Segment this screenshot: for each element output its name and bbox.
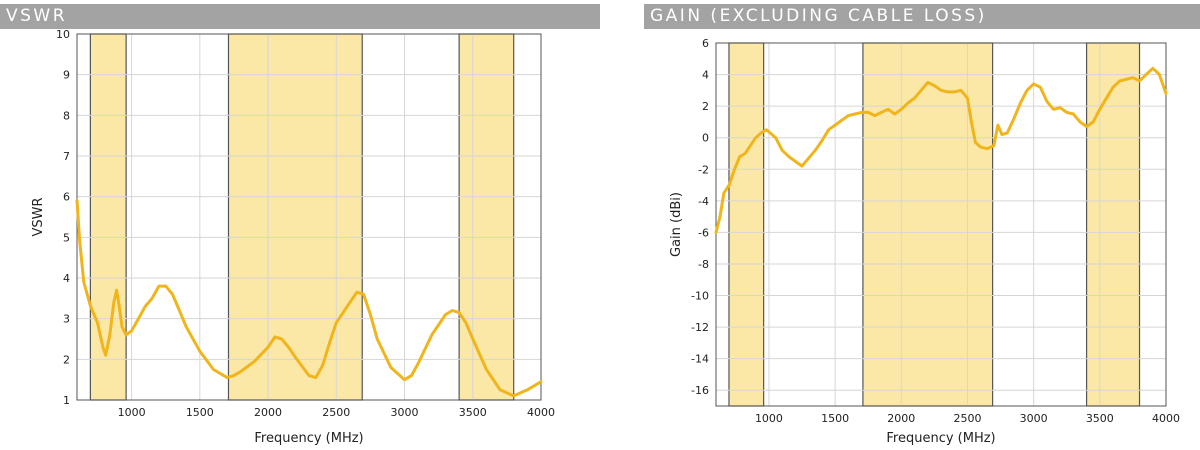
gain-y-tick-label: -4 (698, 195, 709, 208)
gain-y-tick-label: -8 (698, 258, 709, 271)
vswr-x-tick-label: 1500 (186, 406, 214, 419)
vswr-chart: 1000 1500 2000 2500 3000 3500 4000 1 2 3 4 5 6 7 8 9 10 F… (31, 28, 555, 446)
vswr-y-tick-label: 7 (63, 150, 70, 163)
gain-header: GAIN (EXCLUDING CABLE LOSS) (644, 4, 1200, 29)
gain-y-tick-label: -10 (691, 290, 709, 303)
vswr-band-3 (458, 33, 515, 401)
gain-chart: 1000 1500 2000 2500 3000 3500 4000 6 4 2 0 -2 -4 -6 -8… (669, 37, 1180, 446)
vswr-x-tick-label: 3000 (391, 406, 419, 419)
gain-band-3 (1085, 42, 1141, 407)
gain-y-axis-label: Gain (dBi) (669, 192, 684, 257)
gain-x-tick-label: 3000 (1020, 412, 1048, 425)
gain-y-tick-label: 4 (702, 69, 709, 82)
gain-y-tick-label: -14 (691, 353, 709, 366)
gain-x-tick-label: 2000 (887, 412, 915, 425)
vswr-y-tick-label: 2 (63, 353, 70, 366)
gain-y-tick-label: -12 (691, 321, 709, 334)
vswr-x-tick-label: 3500 (459, 406, 487, 419)
gain-x-tick-label: 1000 (755, 412, 783, 425)
gain-plot-border (715, 42, 1167, 407)
vswr-y-tick-label: 8 (63, 109, 70, 122)
gain-x-tick-label: 4000 (1152, 412, 1180, 425)
gain-y-tick-label: -2 (698, 163, 709, 176)
vswr-series-line (75, 199, 543, 398)
gain-y-tick-label: -16 (691, 384, 709, 397)
gain-y-tick-label: 2 (702, 100, 709, 113)
vswr-x-axis-label: Frequency (MHz) (254, 431, 363, 446)
gain-y-tick-label: 6 (702, 37, 709, 50)
gain-y-tick-label: 0 (702, 132, 709, 145)
vswr-y-axis-label: VSWR (31, 197, 46, 236)
gain-panel: GAIN (EXCLUDING CABLE LOSS) 1000 1500 2000… (644, 0, 1200, 450)
vswr-panel: VSWR 1000 1500 2000 2500 3000 3500 4000 1 2 3 4 5 6 7… (0, 4, 600, 446)
vswr-y-tick-label: 5 (63, 231, 70, 244)
vswr-x-tick-label: 1000 (118, 406, 146, 419)
vswr-band-2 (227, 33, 363, 401)
gain-x-tick-label: 2500 (953, 412, 981, 425)
vswr-header: VSWR (0, 4, 600, 29)
vswr-y-tick-label: 3 (63, 313, 70, 326)
gain-x-axis-label: Frequency (MHz) (886, 431, 995, 446)
vswr-x-tick-label: 2500 (322, 406, 350, 419)
gain-series-line (714, 66, 1168, 234)
gain-y-tick-label: -6 (698, 226, 709, 239)
vswr-y-tick-label: 9 (63, 69, 70, 82)
vswr-x-tick-label: 4000 (527, 406, 555, 419)
gain-x-tick-label: 3500 (1086, 412, 1114, 425)
vswr-y-tick-label: 10 (56, 28, 70, 41)
gain-band-1 (728, 42, 765, 407)
vswr-y-tick-label: 1 (63, 394, 70, 407)
vswr-y-tick-label: 6 (63, 191, 70, 204)
vswr-y-tick-label: 4 (63, 272, 70, 285)
gain-x-tick-label: 1500 (821, 412, 849, 425)
vswr-x-tick-label: 2000 (254, 406, 282, 419)
gain-band-2 (862, 42, 994, 407)
